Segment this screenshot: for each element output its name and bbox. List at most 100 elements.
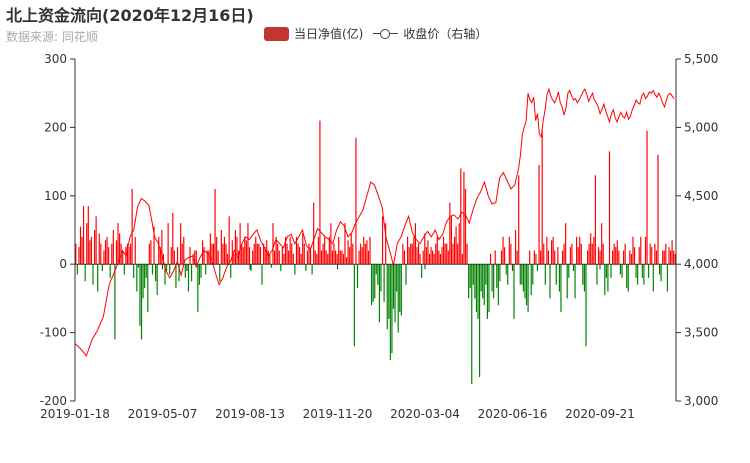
bar-mark (438, 250, 440, 265)
x-tick-label: 2019-11-20 (303, 407, 373, 421)
bar-mark (399, 264, 401, 313)
bar-mark (588, 243, 590, 265)
bar-mark (457, 243, 459, 265)
bar-mark (649, 243, 651, 265)
bar-mark (356, 264, 359, 289)
bar-mark (546, 236, 548, 265)
bar-mark (513, 264, 515, 319)
bar-mark (136, 264, 138, 292)
bar-mark (248, 247, 251, 265)
bar-mark (607, 264, 609, 292)
bar-mark (602, 243, 604, 265)
bar-mark (353, 264, 355, 347)
bar-mark (397, 264, 399, 333)
bar-mark (164, 264, 166, 285)
bar-mark (95, 216, 97, 265)
bar-mark (669, 250, 672, 265)
bar-mark (342, 253, 344, 265)
y-right-tick-label: 4,000 (684, 257, 718, 271)
bar-mark (422, 250, 424, 265)
bar-mark (483, 264, 485, 306)
bar-mark (108, 247, 110, 265)
bar-mark (220, 230, 222, 265)
bar-mark (314, 250, 316, 265)
bar-mark (195, 250, 197, 265)
bar-mark (446, 243, 448, 265)
bar-mark (405, 264, 407, 285)
bar-mark (525, 264, 528, 306)
y-left-tick-label: -100 (40, 326, 67, 340)
bar-mark (624, 243, 626, 265)
bar-mark (424, 233, 426, 265)
bar-mark (618, 250, 620, 265)
bar-mark (662, 250, 664, 265)
bar-mark (280, 264, 282, 272)
bar-mark (447, 250, 449, 265)
bar-mark (239, 223, 241, 265)
bar-mark (461, 253, 463, 265)
bar-mark (452, 243, 454, 265)
bar-mark (208, 250, 210, 265)
bar-mark (361, 247, 363, 265)
bar-mark (333, 243, 335, 265)
bar-mark (474, 264, 476, 299)
bar-mark (212, 243, 215, 265)
bar-mark (100, 243, 102, 265)
bar-mark (493, 264, 495, 299)
bar-mark (331, 250, 334, 265)
bar-mark (219, 264, 221, 282)
bar-mark (316, 253, 318, 265)
bar-mark (591, 243, 593, 265)
bar-mark (450, 216, 452, 265)
bar-mark (241, 243, 243, 265)
y-right-tick-label: 4,500 (684, 189, 718, 203)
bar-mark (375, 264, 377, 275)
bar-mark (594, 175, 596, 265)
bar-mark (529, 250, 531, 265)
bar-mark (234, 230, 237, 265)
bar-mark (410, 243, 412, 265)
legend-label-close-price: 收盘价（右轴） (403, 27, 488, 41)
bar-mark (543, 243, 545, 265)
bar-mark (616, 240, 618, 265)
bar-mark (579, 236, 581, 265)
x-tick-label: 2020-06-16 (478, 407, 548, 421)
bar-mark (482, 264, 484, 299)
bar-mark (394, 264, 396, 323)
bar-mark (561, 250, 564, 265)
bar-mark (402, 243, 404, 265)
bar-mark (205, 264, 207, 275)
bar-mark (140, 264, 143, 340)
legend-item-close-price[interactable]: 收盘价（右轴） (373, 25, 487, 42)
bar-mark (165, 264, 168, 272)
bar-mark (324, 236, 326, 265)
bar-mark (571, 243, 573, 265)
bar-mark (261, 264, 263, 285)
bar-mark (522, 264, 524, 292)
legend-item-net-flow[interactable]: 当日净值(亿) (264, 25, 363, 42)
bar-mark (585, 264, 587, 347)
bar-mark (554, 250, 556, 265)
bar-mark (419, 253, 421, 265)
bar-mark (294, 264, 296, 275)
bar-mark (79, 226, 82, 265)
bar-mark (646, 130, 648, 265)
bar-mark (319, 120, 321, 265)
bar-mark (142, 264, 144, 299)
bar-mark (133, 264, 135, 278)
bar-mark (597, 247, 600, 265)
bar-mark (632, 236, 634, 265)
bar-mark (635, 264, 637, 278)
y-left-tick-label: 100 (44, 189, 67, 203)
bar-mark (335, 250, 337, 265)
bar-mark (106, 236, 108, 265)
bar-mark (203, 247, 205, 265)
bar-mark (78, 247, 80, 265)
chart-subtitle: 数据来源: 同花顺 (6, 30, 98, 44)
bar-mark (494, 250, 496, 265)
bar-mark (660, 264, 662, 282)
bar-mark (615, 247, 617, 265)
legend-line-swatch (373, 27, 399, 41)
bar-mark (485, 264, 487, 285)
bar-mark (200, 264, 202, 278)
